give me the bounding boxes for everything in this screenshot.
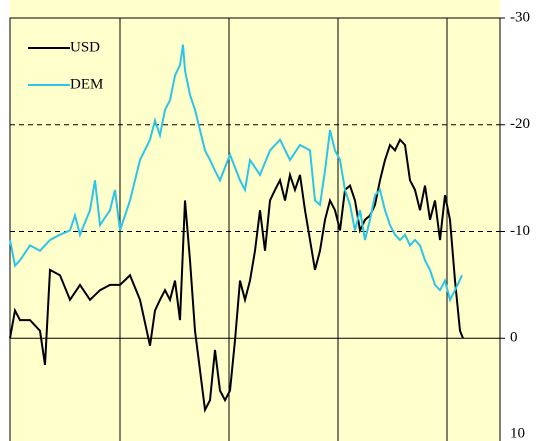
y-tick-label: 0 <box>510 330 518 346</box>
plot-frame <box>9 17 501 441</box>
y-tick-label: -20 <box>510 116 530 132</box>
legend-label: USD <box>70 39 100 55</box>
y-tick-label: -10 <box>510 223 530 239</box>
series-line <box>9 137 464 414</box>
plot-background <box>10 0 500 441</box>
legend-label: DEM <box>70 76 103 92</box>
y-tick-label: 10 <box>510 425 525 441</box>
y-tick-label: -30 <box>510 9 530 25</box>
series-line <box>9 44 463 303</box>
